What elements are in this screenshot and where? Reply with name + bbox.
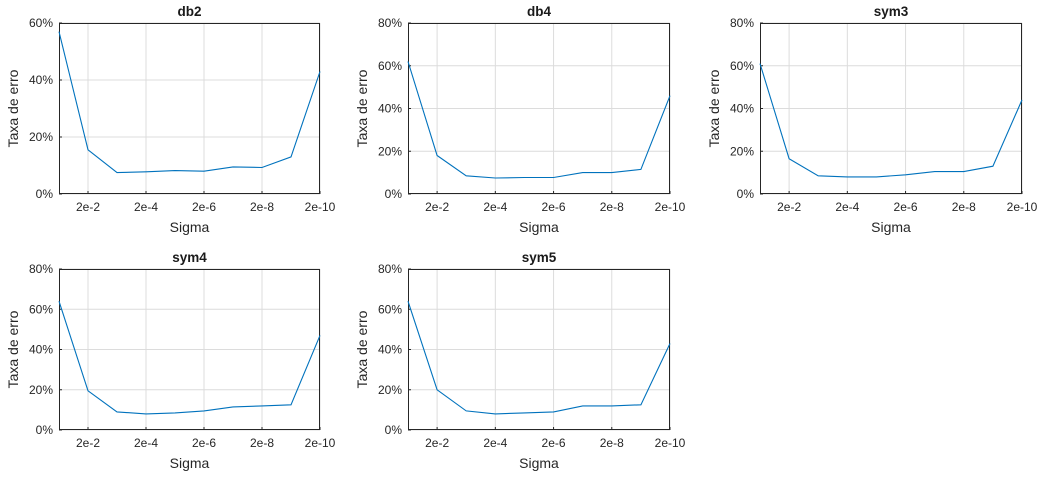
y-tick-label: 20%	[378, 144, 402, 158]
x-axis-label: Sigma	[519, 455, 559, 471]
y-tick-label: 60%	[29, 302, 53, 316]
x-tick-label: 2e-8	[952, 200, 976, 214]
y-tick-label: 20%	[29, 383, 53, 397]
x-tick-label: 2e-2	[76, 200, 100, 214]
y-tick-label: 20%	[29, 130, 53, 144]
x-tick-label: 2e-6	[192, 200, 216, 214]
y-axis-label: Taxa de erro	[354, 310, 370, 388]
plot-area	[59, 23, 320, 194]
subplot-sym4: 0% 20% 40% 60% 80% 2e-2 2e-4 2e-6 2e-8 2e-10 sym4 S…	[5, 250, 336, 471]
x-axis-label: Sigma	[170, 219, 210, 235]
axes-box	[408, 269, 670, 430]
y-axis-label: Taxa de erro	[354, 69, 370, 147]
y-tick-label: 20%	[378, 383, 402, 397]
chart-title: sym4	[172, 250, 207, 265]
series-line-0	[58, 301, 321, 415]
series-line-0	[407, 61, 671, 179]
x-tick-label: 2e-2	[425, 436, 449, 450]
y-tick-label: 20%	[730, 144, 754, 158]
y-tick-label: 40%	[378, 102, 402, 116]
chart-title: db4	[527, 4, 551, 19]
y-tick-label: 0%	[737, 187, 755, 201]
x-tick-label: 2e-10	[305, 436, 336, 450]
y-tick-label: 80%	[378, 262, 402, 276]
x-tick-label: 2e-6	[542, 436, 566, 450]
y-axis-label: Taxa de erro	[5, 310, 21, 388]
x-tick-label: 2e-4	[483, 436, 507, 450]
x-tick-label: 2e-4	[483, 200, 507, 214]
axes-box	[59, 269, 320, 430]
y-tick-label: 60%	[29, 16, 53, 30]
x-tick-label: 2e-6	[542, 200, 566, 214]
x-tick-label: 2e-8	[250, 200, 274, 214]
x-tick-label: 2e-8	[250, 436, 274, 450]
x-tick-label: 2e-2	[425, 200, 449, 214]
y-tick-label: 0%	[385, 423, 403, 437]
subplot-sym3: 0% 20% 40% 60% 80% 2e-2 2e-4 2e-6 2e-8 2e-10 sym3 S…	[706, 4, 1038, 235]
y-tick-label: 80%	[29, 262, 53, 276]
x-tick-label: 2e-4	[134, 200, 158, 214]
x-axis-label: Sigma	[519, 219, 559, 235]
y-tick-label: 40%	[29, 343, 53, 357]
y-tick-label: 0%	[36, 187, 54, 201]
x-tick-label: 2e-10	[655, 436, 686, 450]
x-tick-label: 2e-10	[305, 200, 336, 214]
y-tick-label: 40%	[29, 73, 53, 87]
x-tick-label: 2e-6	[894, 200, 918, 214]
y-tick-label: 0%	[36, 423, 54, 437]
series-line-0	[58, 31, 321, 174]
chart-title: db2	[177, 4, 201, 19]
subplot-db2: 0% 20% 40% 60% 2e-2 2e-4 2e-6 2e-8 2e-10 db2 Sigma…	[5, 4, 336, 235]
series-line-0	[759, 63, 1023, 178]
chart-title: sym3	[874, 4, 909, 19]
series-line-0	[407, 301, 671, 415]
x-tick-label: 2e-8	[600, 436, 624, 450]
x-tick-label: 2e-2	[777, 200, 801, 214]
x-axis-label: Sigma	[871, 219, 911, 235]
x-axis-label: Sigma	[170, 455, 210, 471]
y-tick-label: 80%	[730, 16, 754, 30]
subplot-db4: 0% 20% 40% 60% 80% 2e-2 2e-4 2e-6 2e-8 2e-10 db4 Si…	[354, 4, 686, 235]
y-tick-label: 60%	[378, 302, 402, 316]
y-axis-label: Taxa de erro	[706, 69, 722, 147]
x-tick-label: 2e-2	[76, 436, 100, 450]
y-tick-label: 40%	[730, 102, 754, 116]
x-tick-label: 2e-8	[600, 200, 624, 214]
x-tick-label: 2e-10	[655, 200, 686, 214]
x-tick-label: 2e-4	[835, 200, 859, 214]
axes-box	[408, 23, 670, 194]
axes-box	[59, 23, 320, 194]
x-tick-label: 2e-10	[1007, 200, 1038, 214]
y-tick-label: 60%	[378, 59, 402, 73]
x-tick-label: 2e-6	[192, 436, 216, 450]
y-tick-label: 0%	[385, 187, 403, 201]
y-axis-label: Taxa de erro	[5, 69, 21, 147]
axes-box	[760, 23, 1022, 194]
chart-title: sym5	[522, 250, 557, 265]
x-tick-label: 2e-4	[134, 436, 158, 450]
y-tick-label: 80%	[378, 16, 402, 30]
y-tick-label: 60%	[730, 59, 754, 73]
y-tick-label: 40%	[378, 343, 402, 357]
subplot-sym5: 0% 20% 40% 60% 80% 2e-2 2e-4 2e-6 2e-8 2e-10 sym5 S…	[354, 250, 686, 471]
